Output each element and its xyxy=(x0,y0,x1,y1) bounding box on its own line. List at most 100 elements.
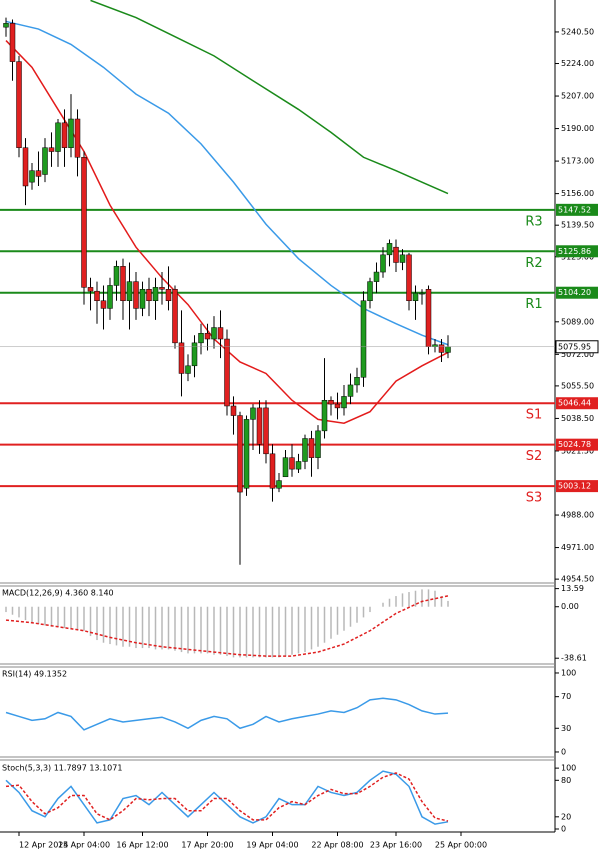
candle-body xyxy=(328,399,334,405)
macd-bar xyxy=(408,592,410,607)
price-box-label: 5147.52 xyxy=(558,205,591,214)
candle-body xyxy=(256,407,263,445)
price-box xyxy=(556,245,598,258)
y-tick-label: 5207.00 xyxy=(561,92,594,101)
candle-body xyxy=(16,61,22,148)
candle-body xyxy=(354,377,360,386)
macd-bar xyxy=(304,606,306,653)
macd-bar xyxy=(434,590,436,607)
macd-bar xyxy=(382,602,384,607)
time-label: 17 Apr 20:00 xyxy=(181,841,233,850)
candle-body xyxy=(55,122,61,152)
time-label: 12 Apr 2024 xyxy=(19,841,68,850)
candle-body xyxy=(165,289,172,302)
macd-bar xyxy=(57,606,59,627)
candle-body xyxy=(68,118,74,148)
candle-body xyxy=(107,285,113,309)
macd-bar xyxy=(401,593,404,607)
candle-body xyxy=(445,346,451,353)
candle-body xyxy=(22,147,29,187)
macd-bar xyxy=(258,606,261,658)
y-tick-label: 0.00 xyxy=(561,602,579,611)
y-tick-label: 5156.00 xyxy=(561,189,594,198)
candle-body xyxy=(295,461,302,470)
candle-body xyxy=(185,365,191,374)
macd-bar xyxy=(427,589,430,607)
macd-bar xyxy=(219,606,222,655)
y-tick-label: 5224.00 xyxy=(561,59,594,68)
candle-body xyxy=(217,327,224,340)
y-tick-label: 13.59 xyxy=(561,584,584,593)
candle-body xyxy=(406,254,412,302)
candle-body xyxy=(172,289,178,344)
time-label: 16 Apr 12:00 xyxy=(116,841,168,850)
candle-body xyxy=(360,300,367,378)
macd-bar xyxy=(278,606,280,658)
macd-title: MACD(12,26,9) 4.360 8.140 xyxy=(2,589,114,598)
candle-body xyxy=(9,23,16,62)
candle-body xyxy=(334,403,341,409)
candle-body xyxy=(393,246,399,263)
macd-bar xyxy=(369,606,371,613)
macd-bar xyxy=(115,606,118,646)
macd-bar xyxy=(265,606,267,658)
macd-bar xyxy=(50,606,53,627)
candle-body xyxy=(230,405,237,416)
candle-body xyxy=(412,292,419,302)
candle-body xyxy=(276,480,282,489)
candle-body xyxy=(269,453,276,489)
macd-bar xyxy=(174,606,176,651)
y-tick-label: 20 xyxy=(561,812,571,821)
candle-body xyxy=(243,419,250,489)
y-tick-label: 5055.50 xyxy=(561,381,594,390)
indicator-line xyxy=(5,770,449,825)
candle-body xyxy=(263,407,269,455)
y-tick-label: 5240.50 xyxy=(561,27,594,36)
price-box-label: 5125.86 xyxy=(558,247,591,256)
candle-body xyxy=(81,157,87,288)
candle-body xyxy=(178,342,185,374)
price-box xyxy=(556,480,598,493)
macd-bar xyxy=(226,606,228,657)
macd-bar xyxy=(317,606,319,647)
y-tick-label: -38.61 xyxy=(561,654,587,663)
candle-body xyxy=(289,457,295,470)
price-box xyxy=(556,286,598,299)
macd-bar xyxy=(245,606,248,658)
y-tick-label: 0 xyxy=(561,824,566,833)
candle-body xyxy=(159,287,165,290)
level-label: R2 xyxy=(525,256,542,271)
macd-bar xyxy=(180,606,183,653)
macd-bar xyxy=(297,606,300,654)
time-label: 19 Apr 04:00 xyxy=(246,841,298,850)
candle-body xyxy=(211,327,217,340)
macd-bar xyxy=(141,606,144,649)
price-box-label: 5003.12 xyxy=(558,482,591,491)
candle-body xyxy=(146,289,152,302)
macd-bar xyxy=(388,598,391,607)
macd-bar xyxy=(213,606,215,655)
candle-body xyxy=(386,243,393,256)
candle-body xyxy=(204,333,211,340)
macd-bar xyxy=(284,606,287,657)
macd-bar xyxy=(44,606,46,626)
y-tick-label: 0 xyxy=(561,747,566,756)
time-label: 25 Apr 00:00 xyxy=(435,841,487,850)
macd-bar xyxy=(148,606,150,649)
candle-body xyxy=(438,344,445,353)
macd-bar xyxy=(109,606,111,645)
candle-body xyxy=(347,384,354,397)
macd-bar xyxy=(63,606,66,629)
macd-bar xyxy=(447,600,449,607)
candle-body xyxy=(373,271,380,282)
macd-bar xyxy=(310,606,313,650)
rsi-title: RSI(14) 49.1352 xyxy=(2,670,67,679)
macd-bar xyxy=(167,606,170,650)
candle-body xyxy=(87,287,94,292)
price-box xyxy=(556,397,598,410)
macd-bar xyxy=(336,606,339,635)
level-label: S3 xyxy=(526,491,543,506)
y-tick-label: 5139.50 xyxy=(561,221,594,230)
